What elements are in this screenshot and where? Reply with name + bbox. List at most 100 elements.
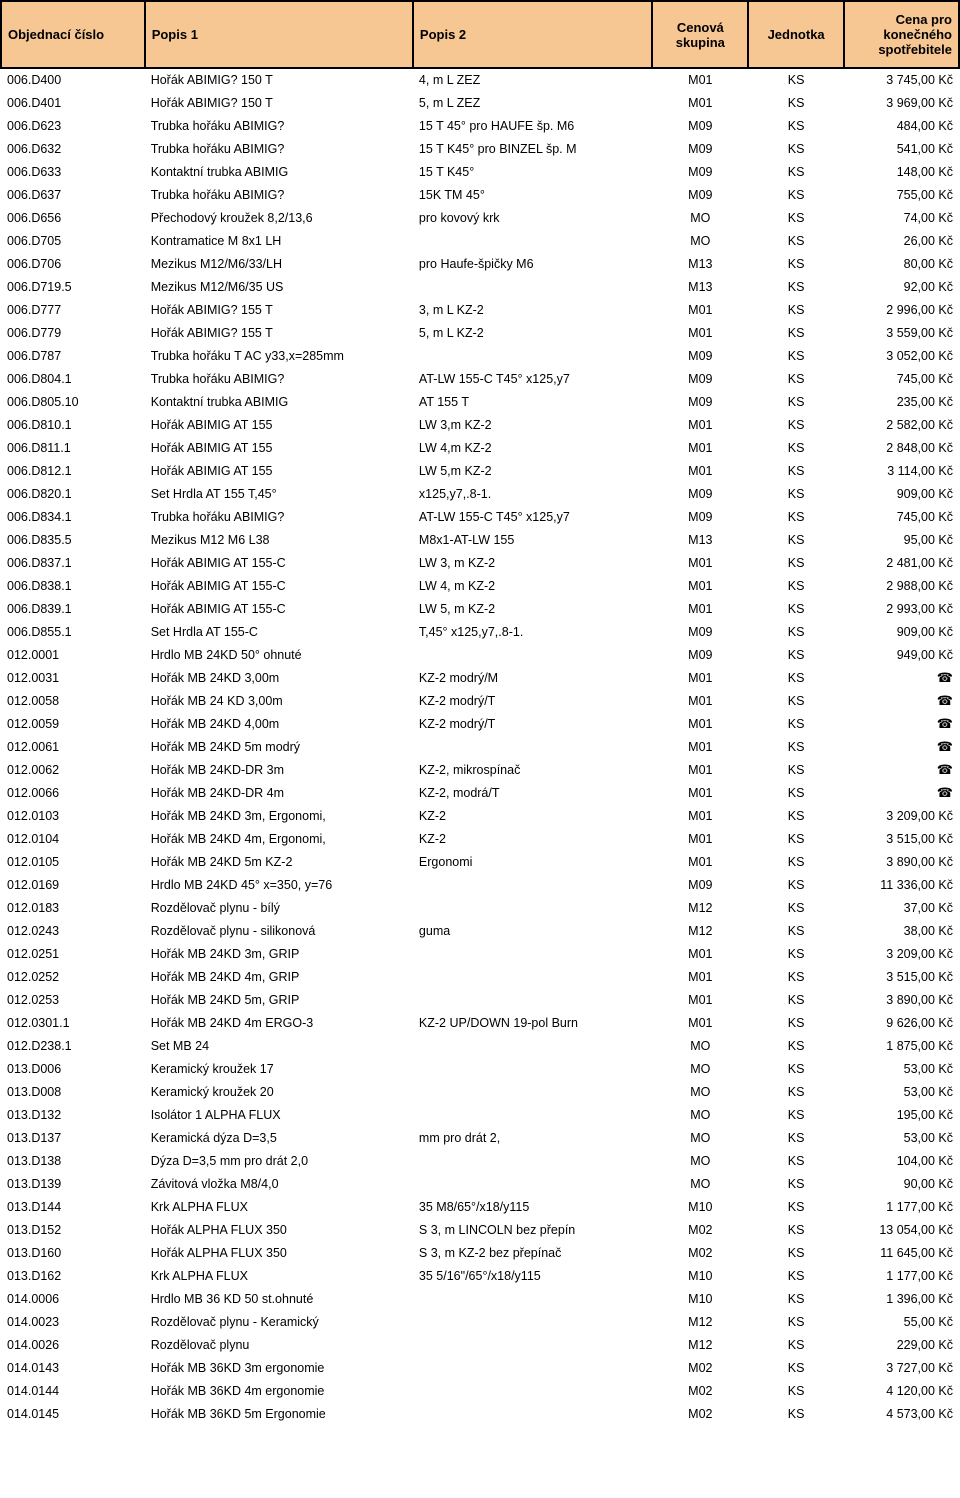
cell-desc2: guma — [413, 919, 653, 942]
cell-order: 014.0143 — [1, 1356, 145, 1379]
cell-desc2: LW 3, m KZ-2 — [413, 551, 653, 574]
cell-unit: KS — [748, 919, 844, 942]
cell-order: 012.0104 — [1, 827, 145, 850]
cell-unit: KS — [748, 1402, 844, 1425]
cell-group: M09 — [652, 114, 748, 137]
cell-desc2 — [413, 965, 653, 988]
cell-desc2: 35 M8/65°/x18/y115 — [413, 1195, 653, 1218]
cell-order: 013.D138 — [1, 1149, 145, 1172]
cell-unit: KS — [748, 68, 844, 91]
cell-desc1: Kontaktní trubka ABIMIG — [145, 160, 413, 183]
cell-unit: KS — [748, 1080, 844, 1103]
cell-price: 3 209,00 Kč — [844, 804, 959, 827]
cell-order: 006.D811.1 — [1, 436, 145, 459]
cell-desc2: 5, m L ZEZ — [413, 91, 653, 114]
cell-order: 006.D705 — [1, 229, 145, 252]
cell-group: M01 — [652, 850, 748, 873]
table-row: 006.D810.1Hořák ABIMIG AT 155LW 3,m KZ-2… — [1, 413, 959, 436]
cell-order: 006.D810.1 — [1, 413, 145, 436]
cell-order: 006.D719.5 — [1, 275, 145, 298]
cell-price: 3 969,00 Kč — [844, 91, 959, 114]
cell-price: 3 559,00 Kč — [844, 321, 959, 344]
cell-group: M01 — [652, 551, 748, 574]
cell-price: 2 993,00 Kč — [844, 597, 959, 620]
cell-desc1: Hořák MB 36KD 5m Ergonomie — [145, 1402, 413, 1425]
cell-group: M09 — [652, 137, 748, 160]
cell-desc2: M8x1-AT-LW 155 — [413, 528, 653, 551]
cell-desc1: Trubka hořáku ABIMIG? — [145, 367, 413, 390]
cell-order: 006.D812.1 — [1, 459, 145, 482]
cell-desc1: Hořák ABIMIG AT 155-C — [145, 574, 413, 597]
table-row: 012.0253Hořák MB 24KD 5m, GRIPM01KS3 890… — [1, 988, 959, 1011]
cell-group: M09 — [652, 344, 748, 367]
table-row: 013.D160Hořák ALPHA FLUX 350S 3, m KZ-2 … — [1, 1241, 959, 1264]
cell-price: 2 848,00 Kč — [844, 436, 959, 459]
cell-order: 014.0026 — [1, 1333, 145, 1356]
cell-unit: KS — [748, 781, 844, 804]
cell-desc1: Trubka hořáku ABIMIG? — [145, 505, 413, 528]
cell-price: 1 177,00 Kč — [844, 1264, 959, 1287]
cell-desc1: Hořák MB 24KD 3,00m — [145, 666, 413, 689]
table-row: 013.D139Závitová vložka M8/4,0MOKS90,00 … — [1, 1172, 959, 1195]
cell-order: 012.0031 — [1, 666, 145, 689]
cell-order: 006.D637 — [1, 183, 145, 206]
table-row: 014.0026Rozdělovač plynuM12KS229,00 Kč — [1, 1333, 959, 1356]
table-row: 006.D811.1Hořák ABIMIG AT 155LW 4,m KZ-2… — [1, 436, 959, 459]
cell-unit: KS — [748, 965, 844, 988]
cell-desc1: Hořák MB 24KD 4m, Ergonomi, — [145, 827, 413, 850]
cell-unit: KS — [748, 620, 844, 643]
cell-desc2: 3, m L KZ-2 — [413, 298, 653, 321]
table-row: 013.D006Keramický kroužek 17MOKS53,00 Kč — [1, 1057, 959, 1080]
cell-unit: KS — [748, 1218, 844, 1241]
cell-price: 13 054,00 Kč — [844, 1218, 959, 1241]
cell-unit: KS — [748, 735, 844, 758]
cell-desc1: Krk ALPHA FLUX — [145, 1195, 413, 1218]
cell-desc1: Kontaktní trubka ABIMIG — [145, 390, 413, 413]
cell-desc2: S 3, m KZ-2 bez přepínač — [413, 1241, 653, 1264]
cell-order: 013.D152 — [1, 1218, 145, 1241]
table-row: 006.D834.1Trubka hořáku ABIMIG?AT-LW 155… — [1, 505, 959, 528]
cell-unit: KS — [748, 827, 844, 850]
cell-price: 104,00 Kč — [844, 1149, 959, 1172]
cell-desc1: Hrdlo MB 24KD 45° x=350, y=76 — [145, 873, 413, 896]
table-row: 006.D706Mezikus M12/M6/33/LHpro Haufe-šp… — [1, 252, 959, 275]
cell-group: M01 — [652, 804, 748, 827]
cell-unit: KS — [748, 321, 844, 344]
table-row: 006.D656Přechodový kroužek 8,2/13,6pro k… — [1, 206, 959, 229]
cell-order: 012.0105 — [1, 850, 145, 873]
cell-order: 012.0058 — [1, 689, 145, 712]
cell-price: 26,00 Kč — [844, 229, 959, 252]
cell-group: M02 — [652, 1402, 748, 1425]
cell-desc2: LW 3,m KZ-2 — [413, 413, 653, 436]
table-row: 012.0301.1Hořák MB 24KD 4m ERGO-3KZ-2 UP… — [1, 1011, 959, 1034]
cell-desc2: KZ-2 modrý/T — [413, 712, 653, 735]
cell-order: 006.D706 — [1, 252, 145, 275]
cell-price: 909,00 Kč — [844, 620, 959, 643]
cell-group: M01 — [652, 712, 748, 735]
cell-group: M01 — [652, 298, 748, 321]
cell-group: M01 — [652, 942, 748, 965]
cell-unit: KS — [748, 597, 844, 620]
cell-desc2 — [413, 735, 653, 758]
cell-unit: KS — [748, 1057, 844, 1080]
cell-order: 006.D633 — [1, 160, 145, 183]
cell-group: M01 — [652, 666, 748, 689]
cell-group: M01 — [652, 436, 748, 459]
cell-order: 013.D162 — [1, 1264, 145, 1287]
cell-desc2: S 3, m LINCOLN bez přepín — [413, 1218, 653, 1241]
table-row: 006.D705Kontramatice M 8x1 LHMOKS26,00 K… — [1, 229, 959, 252]
cell-desc2 — [413, 1402, 653, 1425]
cell-price: 949,00 Kč — [844, 643, 959, 666]
table-row: 014.0023Rozdělovač plynu - KeramickýM12K… — [1, 1310, 959, 1333]
cell-price: 95,00 Kč — [844, 528, 959, 551]
cell-order: 006.D401 — [1, 91, 145, 114]
cell-desc1: Mezikus M12/M6/35 US — [145, 275, 413, 298]
cell-group: M01 — [652, 827, 748, 850]
table-row: 012.0001Hrdlo MB 24KD 50° ohnutéM09KS949… — [1, 643, 959, 666]
cell-desc1: Hořák ABIMIG? 150 T — [145, 68, 413, 91]
cell-price: 3 209,00 Kč — [844, 942, 959, 965]
cell-order: 012.0059 — [1, 712, 145, 735]
cell-order: 013.D006 — [1, 1057, 145, 1080]
table-row: 012.D238.1Set MB 24MOKS1 875,00 Kč — [1, 1034, 959, 1057]
cell-desc1: Rozdělovač plynu - Keramický — [145, 1310, 413, 1333]
